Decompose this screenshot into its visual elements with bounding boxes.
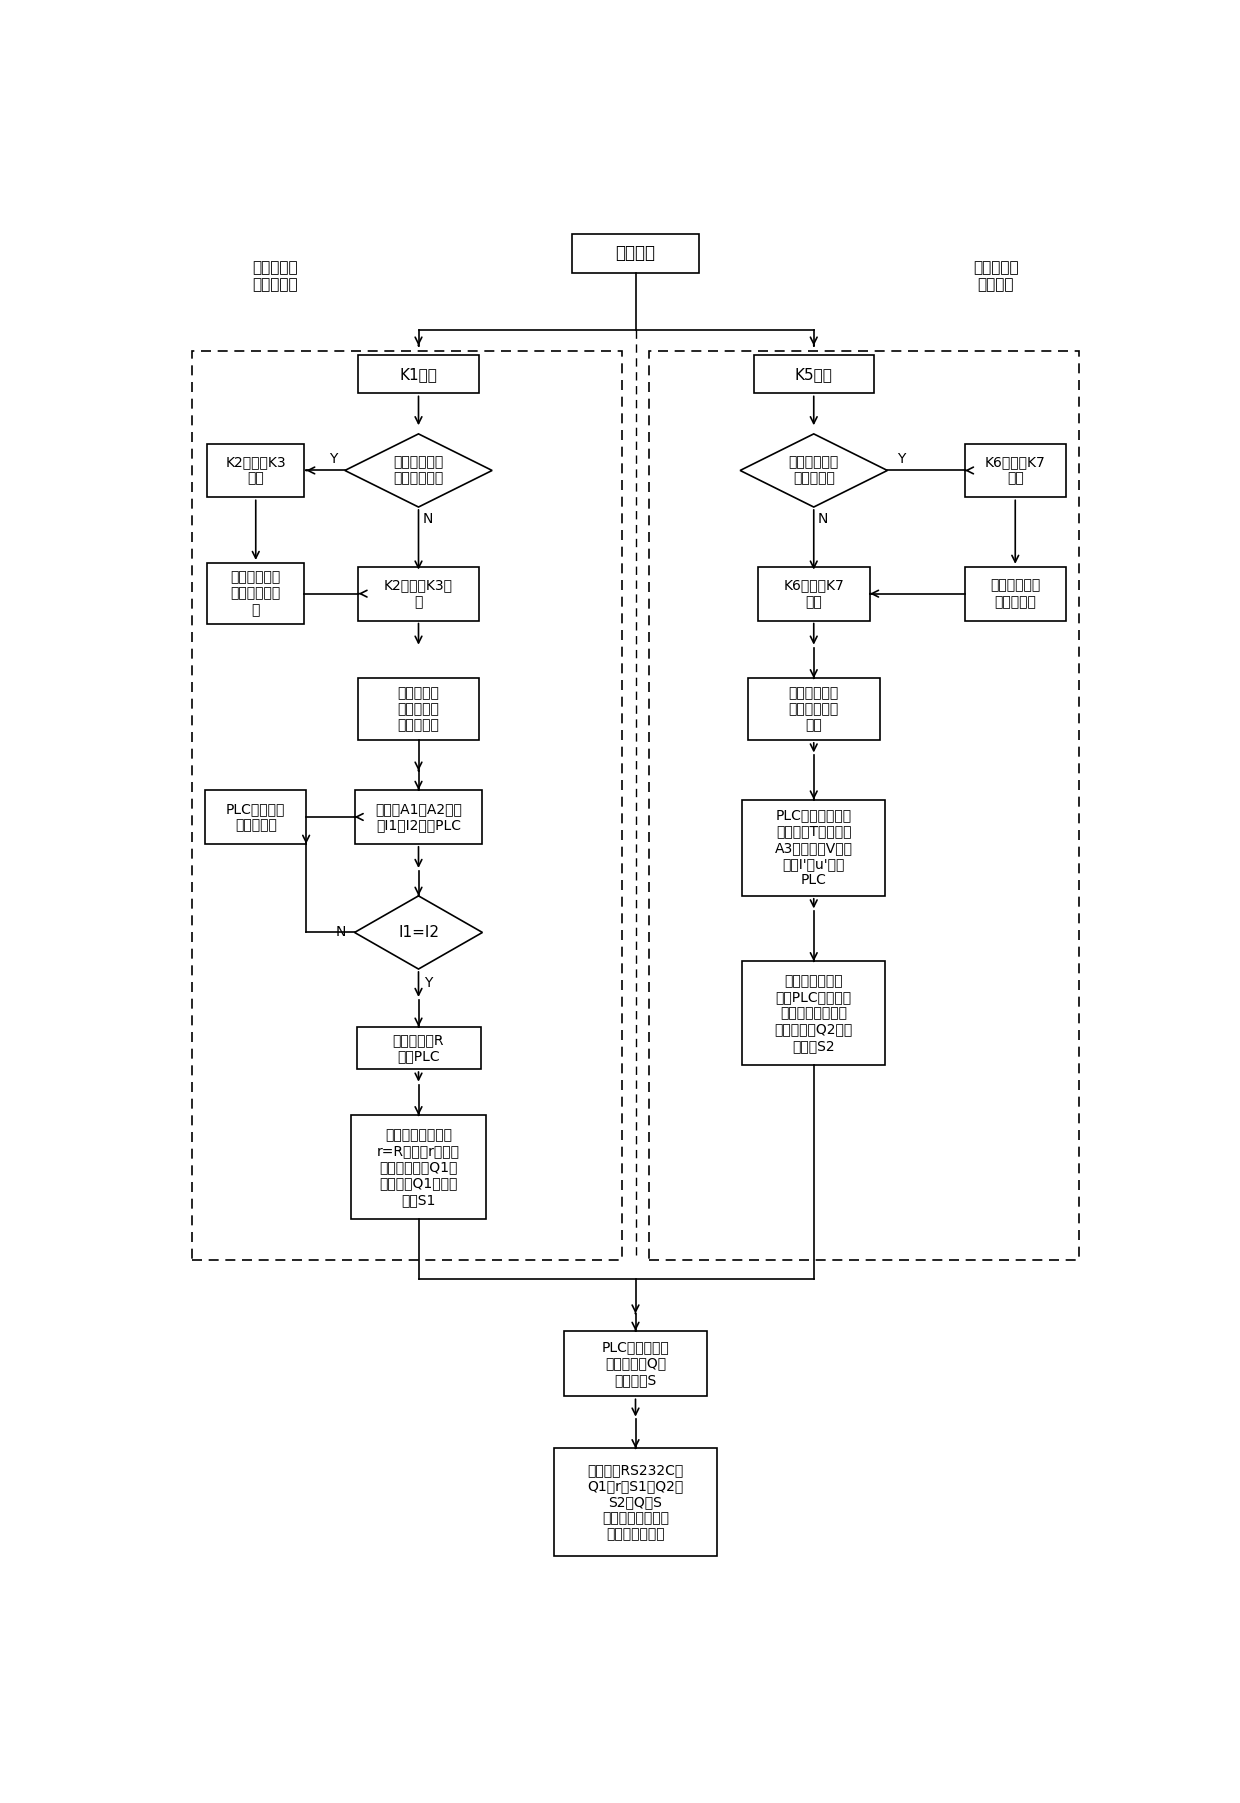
Bar <box>207 563 304 624</box>
Bar <box>358 566 479 620</box>
Text: N: N <box>818 512 828 526</box>
Text: 锂动力电池组内阻
r=R，并由r与锂动
力电池组容量Q1关
系推导出Q1及老化
程度S1: 锂动力电池组内阻 r=R，并由r与锂动 力电池组容量Q1关 系推导出Q1及老化 … <box>377 1129 460 1206</box>
Text: Y: Y <box>424 975 432 990</box>
Text: K1断开: K1断开 <box>399 366 438 382</box>
Bar <box>564 1331 707 1396</box>
Bar <box>207 444 304 498</box>
Text: K6断开、K7
闭合: K6断开、K7 闭合 <box>985 456 1045 485</box>
Text: N: N <box>336 925 346 939</box>
Text: PLC调节电阻
箱阻值大小: PLC调节电阻 箱阻值大小 <box>226 802 285 831</box>
Text: 对第二模块电
池进行充电: 对第二模块电 池进行充电 <box>990 579 1040 609</box>
Text: PLC中计时器记录
充电时间T，电流表
A3和电压表V实时
示数I'、u'传给
PLC: PLC中计时器记录 充电时间T，电流表 A3和电压表V实时 示数I'、u'传给 … <box>775 808 853 887</box>
Text: 根据相应物理公
式，PLC对数据进
行处理，得到超级
电容组容量Q2及老
化程度S2: 根据相应物理公 式，PLC对数据进 行处理，得到超级 电容组容量Q2及老 化程度… <box>775 974 853 1053</box>
Text: 超级电容组处
于充满状态: 超级电容组处 于充满状态 <box>789 456 839 485</box>
Bar <box>357 1026 481 1069</box>
Bar <box>748 678 879 739</box>
Bar <box>358 678 479 739</box>
Text: 检测开始: 检测开始 <box>615 245 656 261</box>
Text: 锂动力电池
组电量检测: 锂动力电池 组电量检测 <box>252 260 298 292</box>
Text: 电流表A1、A2的示
数I1、I2传给PLC: 电流表A1、A2的示 数I1、I2传给PLC <box>374 802 463 831</box>
Text: Y: Y <box>897 453 905 465</box>
Bar <box>572 234 699 272</box>
Text: 锂动力电池组
处于充满状态: 锂动力电池组 处于充满状态 <box>393 456 444 485</box>
Text: 充电系统对超
级电容组进行
充电: 充电系统对超 级电容组进行 充电 <box>789 685 839 732</box>
Text: N: N <box>423 512 433 526</box>
Text: K2断开、K3
闭合: K2断开、K3 闭合 <box>226 456 286 485</box>
Text: PLC计算出混合
电池的容量Q及
老化程度S: PLC计算出混合 电池的容量Q及 老化程度S <box>601 1340 670 1387</box>
Text: K5断开: K5断开 <box>795 366 833 382</box>
Text: 超级电容组
电量检测: 超级电容组 电量检测 <box>973 260 1019 292</box>
Bar <box>965 566 1065 620</box>
Text: 对第一显示模
块电池进行充
电: 对第一显示模 块电池进行充 电 <box>231 570 281 617</box>
Bar <box>649 352 1079 1260</box>
Bar <box>358 355 479 393</box>
Bar <box>965 444 1065 498</box>
Bar <box>758 566 870 620</box>
Bar <box>554 1448 717 1556</box>
Bar <box>742 961 885 1066</box>
Bar <box>355 790 482 844</box>
Polygon shape <box>355 896 482 968</box>
Bar <box>742 801 885 896</box>
Text: 通信模块RS232C把
Q1、r、S1、Q2、
S2、Q、S
传给显示模块，并
保存在储存装置: 通信模块RS232C把 Q1、r、S1、Q2、 S2、Q、S 传给显示模块，并 … <box>588 1462 683 1542</box>
Text: Y: Y <box>329 453 337 465</box>
Text: I1=I2: I1=I2 <box>398 925 439 939</box>
Polygon shape <box>740 435 888 507</box>
Polygon shape <box>345 435 492 507</box>
Text: K6闭合、K7
断开: K6闭合、K7 断开 <box>784 579 844 609</box>
Text: 充电系统对
锂动力电池
组进行充电: 充电系统对 锂动力电池 组进行充电 <box>398 685 439 732</box>
Text: K2闭合、K3断
开: K2闭合、K3断 开 <box>384 579 453 609</box>
Bar <box>754 355 874 393</box>
Text: 电阻箱示数R
传给PLC: 电阻箱示数R 传给PLC <box>393 1033 444 1064</box>
Bar <box>351 1116 486 1219</box>
Bar <box>192 352 622 1260</box>
Bar <box>206 790 306 844</box>
